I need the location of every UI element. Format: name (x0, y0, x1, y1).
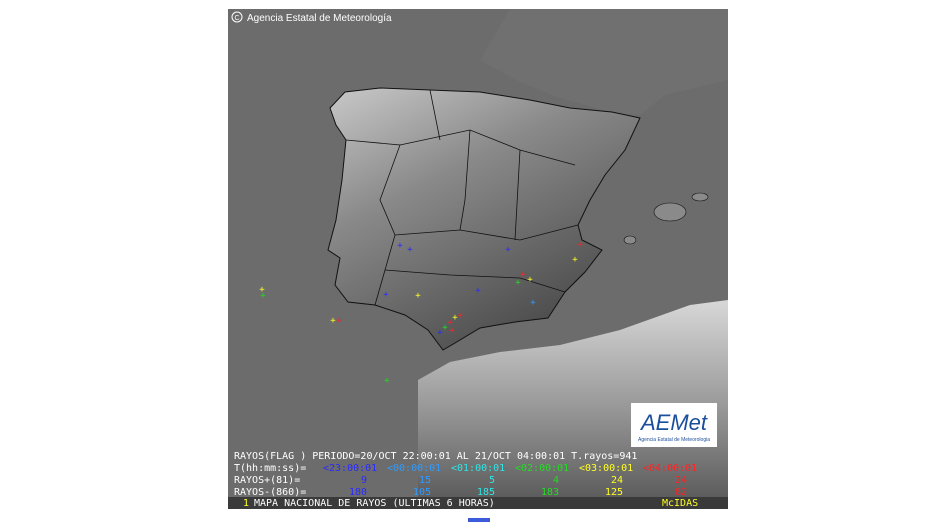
svg-text:+: + (397, 241, 403, 251)
negative-count: 82 (675, 487, 687, 498)
svg-text:+: + (515, 278, 521, 288)
period-label: <02:00:01 (515, 463, 569, 474)
copyright-icon (231, 11, 243, 23)
svg-text:+: + (530, 298, 536, 308)
svg-text:+: + (475, 286, 481, 296)
ibiza (623, 235, 637, 245)
svg-text:+: + (383, 290, 389, 300)
system: McIDAS (662, 498, 698, 509)
svg-text:+: + (447, 318, 453, 328)
menorca (691, 192, 709, 202)
period-label: <03:00:01 (579, 463, 633, 474)
negative-count: 180 (349, 487, 367, 498)
svg-text:+: + (260, 291, 266, 301)
svg-text:+: + (527, 275, 533, 285)
svg-text:+: + (442, 323, 448, 333)
north-africa (418, 300, 728, 509)
footer-bar (228, 497, 728, 509)
credit: Agencia Estatal de Meteorología (247, 13, 392, 24)
period-label: <04:00:01 (643, 463, 697, 474)
period-label: <23:00:01 (323, 463, 377, 474)
svg-text:+: + (259, 285, 265, 295)
svg-text:+: + (330, 316, 336, 326)
positive-label: RAYOS+(81)= (234, 475, 300, 486)
svg-text:+: + (572, 255, 578, 265)
negative-count: 185 (477, 487, 495, 498)
svg-text:+: + (452, 313, 458, 323)
copyright-c: C (234, 15, 239, 22)
negative-label: RAYOS-(860)= (234, 487, 306, 498)
scroll-indicator (468, 518, 490, 522)
negative-count: 105 (413, 487, 431, 498)
frame-number: 1 (243, 498, 249, 509)
iberian-peninsula (327, 87, 641, 351)
logo-subtitle: Agencia Estatal de Meteorologia (638, 437, 710, 443)
logo-box (631, 403, 717, 447)
positive-count: 15 (419, 475, 431, 486)
negative-count: 125 (605, 487, 623, 498)
mallorca (653, 202, 687, 222)
svg-text:+: + (505, 245, 511, 255)
negative-count: 183 (541, 487, 559, 498)
svg-text:+: + (437, 328, 443, 338)
svg-text:+: + (384, 376, 390, 386)
period-label: <00:00:01 (387, 463, 441, 474)
borders (345, 89, 579, 306)
svg-text:+: + (449, 326, 455, 336)
positive-count: 24 (611, 475, 623, 486)
svg-text:+: + (415, 291, 421, 301)
legend-line: RAYOS(FLAG ) PERIODO=20/OCT 22:00:01 AL … (234, 451, 637, 462)
svg-text:+: + (457, 311, 463, 321)
svg-text:+: + (520, 270, 526, 280)
period-label: <01:00:01 (451, 463, 505, 474)
logo: AEMet (639, 410, 708, 435)
lightning-strikes: + ++ ++ + + ++ +++ +++ ++ + +++ ++ (259, 240, 583, 386)
svg-text:+: + (577, 240, 583, 250)
footer-title: MAPA NACIONAL DE RAYOS (ULTIMAS 6 HORAS) (254, 498, 495, 509)
positive-count: 9 (361, 475, 367, 486)
positive-count: 4 (553, 475, 559, 486)
positive-count: 5 (489, 475, 495, 486)
positive-count: 24 (675, 475, 687, 486)
time-label: T(hh:mm:ss)= (234, 463, 306, 474)
france (480, 9, 728, 115)
svg-text:+: + (407, 245, 413, 255)
svg-text:+: + (336, 316, 342, 326)
